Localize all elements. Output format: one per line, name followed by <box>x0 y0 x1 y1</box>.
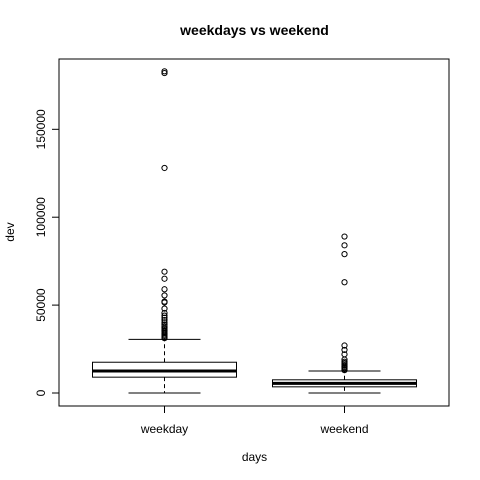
x-axis-title: days <box>242 450 267 464</box>
weekday-outlier-point <box>161 323 168 330</box>
weekend-outlier-point <box>341 342 348 349</box>
weekday-outlier-point <box>161 164 168 172</box>
weekday-outlier-point <box>161 305 168 312</box>
weekday-outlier-point <box>161 69 168 77</box>
weekday-outlier-point <box>161 316 168 324</box>
weekday-outlier-point <box>161 309 168 317</box>
plot-frame <box>58 58 450 407</box>
x-tick-label: weekday <box>140 422 188 436</box>
weekend-outlier-point <box>341 242 348 249</box>
y-tick-label: 50000 <box>34 288 48 322</box>
chart-title: weekdays vs weekend <box>179 22 329 38</box>
weekend-outlier-point <box>341 251 348 258</box>
weekday-outlier-point <box>161 286 168 293</box>
y-tick-label: 0 <box>34 389 48 396</box>
weekday-outlier-point <box>161 298 168 305</box>
weekend-outlier-point <box>341 346 348 354</box>
weekend-outlier-point <box>341 351 348 358</box>
y-axis-title: dev <box>3 222 17 241</box>
weekend-outlier-point <box>341 279 348 286</box>
weekday-outlier-point <box>161 68 168 75</box>
weekday-outlier-point <box>161 312 168 319</box>
x-tick-label: weekend <box>319 422 368 436</box>
y-tick-label: 100000 <box>34 197 48 237</box>
weekday-outlier-point <box>161 275 168 282</box>
weekday-outlier-point <box>161 292 168 299</box>
weekend-outlier-point <box>341 233 348 240</box>
y-tick-label: 150000 <box>34 109 48 149</box>
weekday-outlier-point <box>161 321 168 328</box>
weekend-outlier-point <box>341 358 348 365</box>
weekday-outlier-point <box>161 319 168 326</box>
weekday-outlier-point <box>161 268 168 275</box>
